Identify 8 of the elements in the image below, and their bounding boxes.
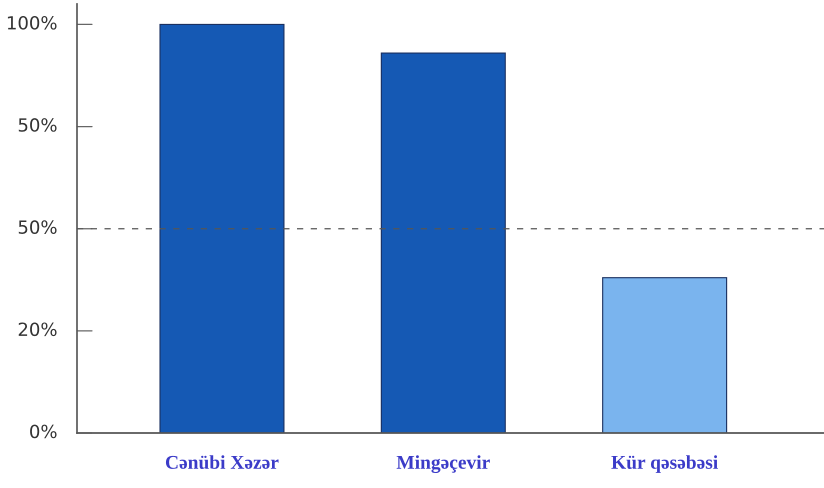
x-tick-label: Kür qəsəbəsi	[611, 455, 718, 473]
text: 50%	[18, 220, 57, 234]
text: 50%	[18, 118, 57, 132]
x-tick-label: Mingəçevir	[396, 455, 490, 474]
x-tick-label: Cənübi Xəzər	[166, 455, 279, 469]
text: 0%	[30, 424, 57, 438]
text: 20%	[18, 322, 57, 336]
text: 100%	[8, 16, 57, 30]
